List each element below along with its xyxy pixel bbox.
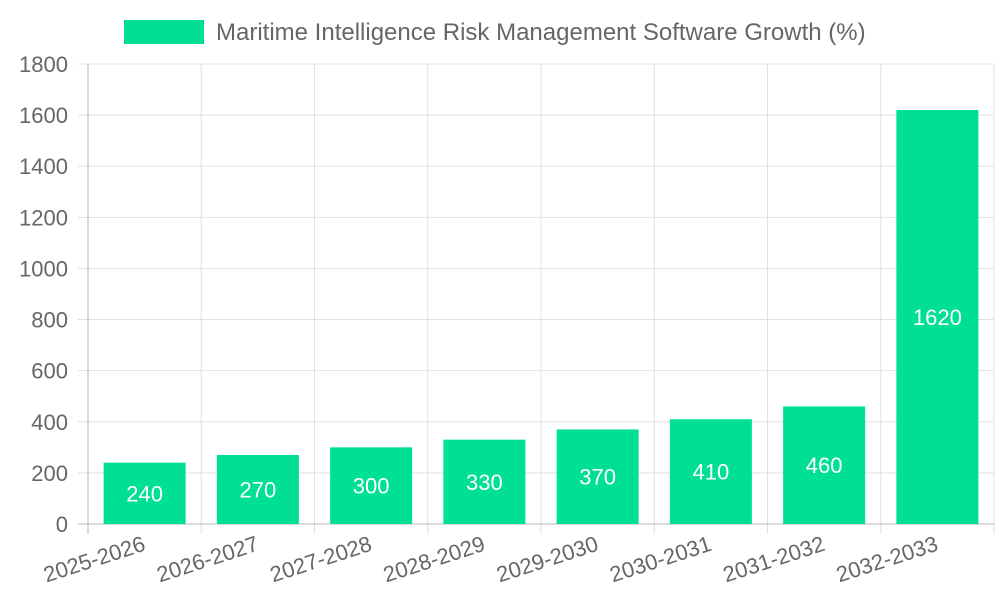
bar[interactable] xyxy=(896,110,979,524)
bar-value-label: 370 xyxy=(579,465,616,490)
y-tick-label: 1800 xyxy=(19,52,68,77)
y-tick-label: 600 xyxy=(31,359,68,384)
y-tick-label: 1600 xyxy=(19,103,68,128)
bar-value-label: 460 xyxy=(806,453,843,478)
bar[interactable] xyxy=(556,429,639,524)
x-tick-label: 2028-2029 xyxy=(380,531,488,587)
x-axis-ticks: 2025-2026 2026-2027 2027-2028 2028-2029 2029… xyxy=(40,531,941,587)
bar[interactable] xyxy=(669,419,752,524)
x-tick-label: 2027-2028 xyxy=(267,531,375,587)
bar[interactable] xyxy=(216,455,299,524)
legend-label[interactable]: Maritime Intelligence Risk Management So… xyxy=(216,19,866,46)
bar-value-label: 1620 xyxy=(913,305,962,330)
x-tick-label: 2026-2027 xyxy=(154,531,262,587)
bar-value-label: 300 xyxy=(353,474,390,499)
y-tick-label: 1400 xyxy=(19,154,68,179)
y-tick-label: 1200 xyxy=(19,205,68,230)
bar[interactable] xyxy=(330,447,413,524)
bar[interactable] xyxy=(783,406,866,524)
y-tick-label: 0 xyxy=(56,512,68,537)
x-tick-label: 2025-2026 xyxy=(40,531,148,587)
y-tick-label: 1000 xyxy=(19,256,68,281)
bar[interactable] xyxy=(103,462,186,524)
y-tick-label: 400 xyxy=(31,410,68,435)
x-tick-label: 2030-2031 xyxy=(607,531,715,587)
legend-swatch[interactable] xyxy=(124,20,204,44)
bar-value-label: 240 xyxy=(126,481,163,506)
bars xyxy=(103,110,979,524)
x-tick-label: 2032-2033 xyxy=(833,531,941,587)
bar-value-label: 410 xyxy=(693,460,730,485)
bar-value-label: 270 xyxy=(240,478,277,503)
x-tick-label: 2031-2032 xyxy=(720,531,828,587)
bar[interactable] xyxy=(443,439,526,524)
y-tick-label: 800 xyxy=(31,308,68,333)
data-labels: 240 270 300 330 370 410 460 1620 xyxy=(126,305,962,506)
y-tick-label: 200 xyxy=(31,461,68,486)
legend[interactable]: Maritime Intelligence Risk Management So… xyxy=(124,19,866,46)
x-tick-label: 2029-2030 xyxy=(493,531,601,587)
bar-value-label: 330 xyxy=(466,470,503,495)
y-axis-ticks: 0 200 400 600 800 1000 1200 1400 1600 1800 xyxy=(19,52,68,537)
